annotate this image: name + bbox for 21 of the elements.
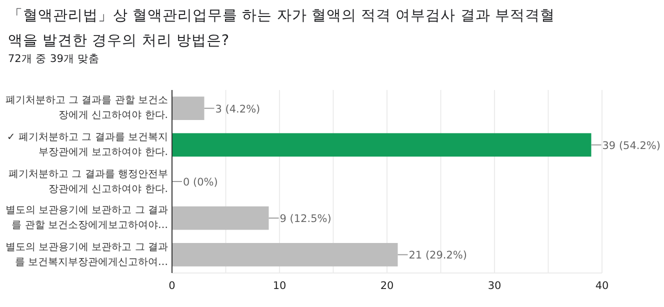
y-tick-label: 별도의 보관용기에 보관하고 그 결과를 관할 보건소장에게보고하여야…: [4, 204, 168, 234]
y-tick-label: 폐기처분하고 그 결과를 관할 보건소장에게 신고하여야 한다.: [4, 94, 168, 124]
y-tick-label: 폐기처분하고 그 결과를 행정안전부장관에게 신고하여야 한다.: [7, 168, 168, 196]
data-label: 39 (54.2%): [602, 140, 660, 152]
text: 72개 중 39개 맞춤: [8, 52, 100, 66]
x-tick-label: 30: [488, 280, 502, 292]
x-tick-label: 0: [168, 280, 176, 292]
x-tick-label: 40: [595, 280, 609, 292]
x-tick-label: 10: [272, 280, 286, 292]
bar: [172, 206, 269, 230]
bar: [172, 96, 204, 120]
bar: [172, 133, 592, 157]
chart-title: 「혈액관리법」상 혈액관리업무를 하는 자가 혈액의 적격 여부검사 결과 부적격혈액을 발견한 경우의 처리 방법은?: [8, 7, 556, 51]
data-label: 21 (29.2%): [408, 250, 467, 262]
bar: [172, 242, 398, 266]
data-label: 0 (0%): [183, 176, 218, 188]
x-tick-label: 20: [380, 280, 394, 292]
y-tick-label: ✓ 폐기처분하고 그 결과를 보건복지부장관에게 보고하여야 한다.: [6, 130, 168, 160]
y-tick-label: 별도의 보관용기에 보관하고 그 결과를 보건복지부장관에게신고하여…: [4, 240, 168, 270]
data-label: 3 (4.2%): [215, 103, 260, 116]
data-label: 9 (12.5%): [280, 213, 332, 226]
